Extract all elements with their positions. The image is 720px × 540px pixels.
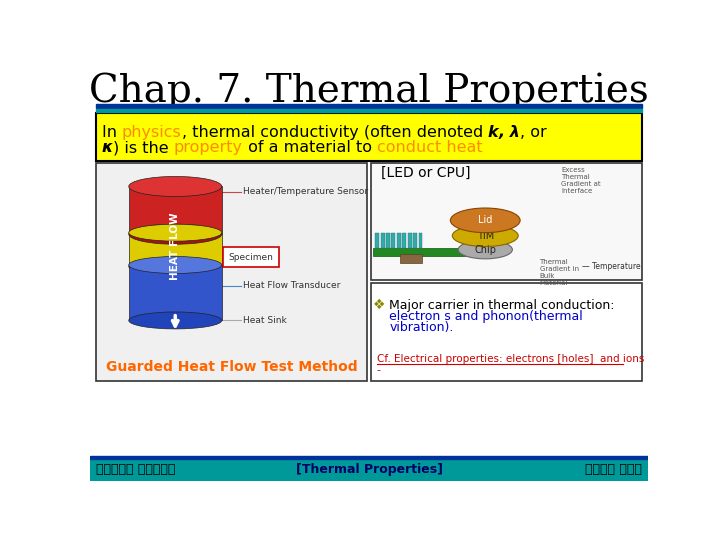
- Bar: [90, 459, 648, 481]
- Bar: [397, 233, 401, 248]
- Text: ❖: ❖: [373, 298, 385, 312]
- Text: Heater/Temperature Sensor: Heater/Temperature Sensor: [243, 187, 368, 197]
- Text: Chip: Chip: [474, 245, 496, 254]
- Bar: [223, 247, 279, 267]
- Bar: [129, 233, 222, 267]
- Text: Excess
Thermal
Gradient at
Interface: Excess Thermal Gradient at Interface: [561, 167, 600, 194]
- Bar: [408, 233, 412, 248]
- Text: Major carrier in thermal conduction:: Major carrier in thermal conduction:: [389, 299, 615, 312]
- Text: Guarded Heat Flow Test Method: Guarded Heat Flow Test Method: [106, 360, 358, 374]
- Text: , or: , or: [521, 125, 547, 140]
- Bar: [96, 109, 642, 112]
- Bar: [413, 233, 417, 248]
- Ellipse shape: [451, 208, 520, 233]
- Text: 계면공학 연구실: 계면공학 연구실: [585, 463, 642, 476]
- Ellipse shape: [129, 256, 222, 273]
- Bar: [418, 233, 423, 248]
- Bar: [375, 233, 379, 248]
- Text: Thermal
Gradient in
Bulk
Material: Thermal Gradient in Bulk Material: [539, 259, 579, 286]
- Text: vibration).: vibration).: [389, 321, 454, 334]
- Ellipse shape: [458, 240, 513, 259]
- Bar: [371, 283, 642, 381]
- Text: κ: κ: [102, 140, 113, 156]
- Text: TIM: TIM: [477, 231, 494, 241]
- Ellipse shape: [129, 258, 222, 275]
- Bar: [373, 248, 474, 256]
- Text: k: k: [488, 125, 498, 140]
- Text: 부산대학교 재료공학부: 부산대학교 재료공학부: [96, 463, 176, 476]
- Text: Specimen: Specimen: [229, 253, 274, 262]
- FancyBboxPatch shape: [96, 113, 642, 161]
- Bar: [381, 233, 384, 248]
- Text: HEAT FLOW: HEAT FLOW: [170, 212, 180, 280]
- Text: Heat Sink: Heat Sink: [243, 316, 287, 325]
- Text: Cf. Electrical properties: electrons [holes]  and ions: Cf. Electrical properties: electrons [ho…: [377, 354, 644, 364]
- Text: electron s and phonon(thermal: electron s and phonon(thermal: [389, 310, 583, 323]
- Text: [LED or CPU]: [LED or CPU]: [381, 166, 470, 180]
- Bar: [129, 186, 222, 234]
- Bar: [386, 233, 390, 248]
- Text: Chap. 7. Thermal Properties: Chap. 7. Thermal Properties: [89, 73, 649, 111]
- Text: conduct heat: conduct heat: [377, 140, 482, 156]
- Bar: [371, 164, 642, 280]
- Text: , λ: , λ: [498, 125, 521, 140]
- Text: physics: physics: [122, 125, 181, 140]
- Ellipse shape: [129, 224, 222, 241]
- Text: -: -: [377, 366, 381, 375]
- Ellipse shape: [129, 177, 222, 197]
- Bar: [129, 265, 222, 320]
- Text: [Thermal Properties]: [Thermal Properties]: [295, 463, 443, 476]
- Text: In: In: [102, 125, 122, 140]
- Text: of a material to: of a material to: [243, 140, 377, 156]
- Bar: [400, 254, 422, 264]
- Text: , thermal conductivity (often denoted: , thermal conductivity (often denoted: [181, 125, 488, 140]
- Bar: [402, 233, 406, 248]
- Text: Lid: Lid: [478, 215, 492, 225]
- Bar: [96, 104, 642, 108]
- Bar: [90, 456, 648, 459]
- Text: property: property: [174, 140, 243, 156]
- Text: — Temperature: — Temperature: [582, 262, 641, 271]
- Bar: [96, 164, 367, 381]
- Text: ) is the: ) is the: [113, 140, 174, 156]
- Text: Heat Flow Transducer: Heat Flow Transducer: [243, 281, 340, 291]
- Ellipse shape: [452, 225, 518, 247]
- Ellipse shape: [129, 224, 222, 244]
- Bar: [392, 233, 395, 248]
- Ellipse shape: [129, 312, 222, 329]
